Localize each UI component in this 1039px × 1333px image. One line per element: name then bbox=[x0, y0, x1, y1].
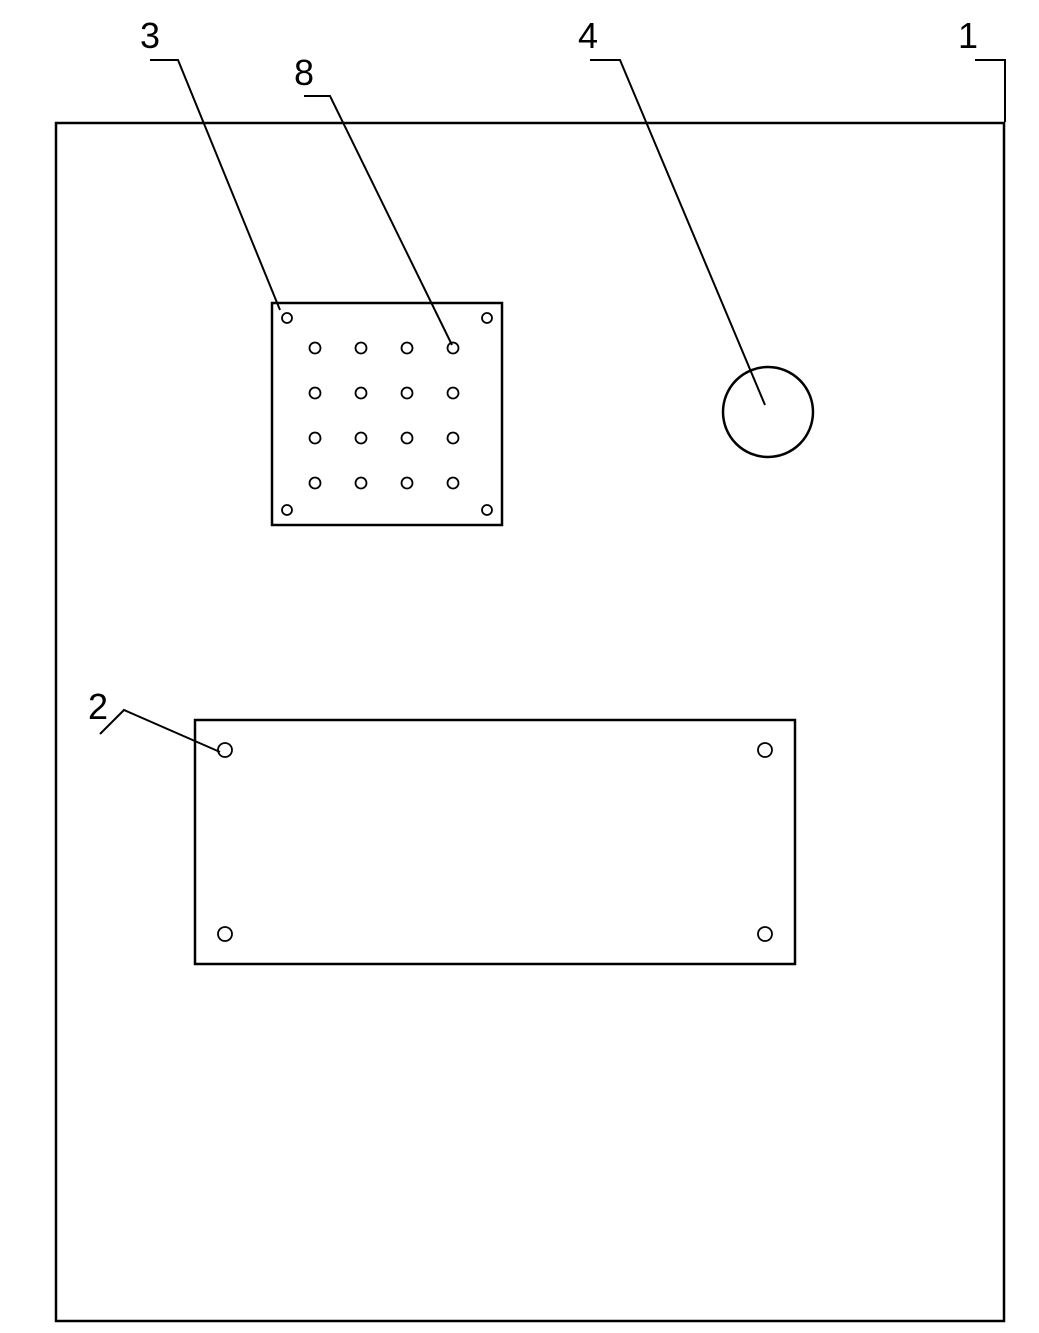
label-4: 4 bbox=[578, 15, 598, 57]
label-1: 1 bbox=[958, 15, 978, 57]
label-3: 3 bbox=[140, 15, 160, 57]
label-8: 8 bbox=[294, 52, 314, 94]
technical-drawing bbox=[0, 0, 1039, 1333]
label-2: 2 bbox=[88, 686, 108, 728]
